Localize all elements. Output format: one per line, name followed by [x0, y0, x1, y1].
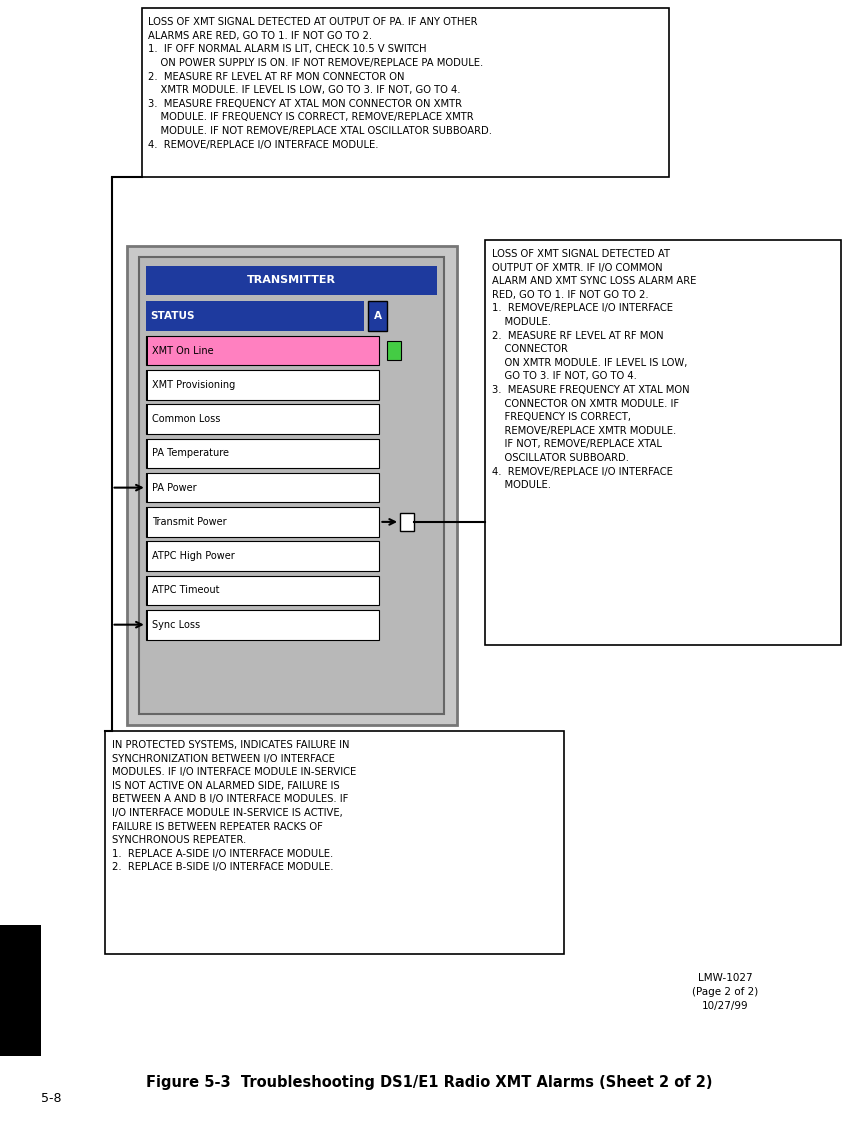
Bar [146, 404, 378, 434]
Bar [146, 266, 437, 295]
Text: LMW-1027
(Page 2 of 2)
10/27/99: LMW-1027 (Page 2 of 2) 10/27/99 [692, 973, 758, 1011]
Bar [368, 301, 387, 331]
Bar [146, 610, 148, 640]
Bar [146, 404, 148, 434]
Bar [139, 257, 444, 714]
Bar [400, 513, 414, 531]
Text: LOSS OF XMT SIGNAL DETECTED AT
OUTPUT OF XMTR. IF I/O COMMON
ALARM AND XMT SYNC : LOSS OF XMT SIGNAL DETECTED AT OUTPUT OF… [492, 249, 696, 490]
Bar [105, 731, 564, 954]
Bar [127, 246, 457, 725]
Bar [146, 439, 378, 468]
Bar [146, 336, 148, 365]
Bar [146, 576, 148, 605]
Text: LOSS OF XMT SIGNAL DETECTED AT OUTPUT OF PA. IF ANY OTHER
ALARMS ARE RED, GO TO : LOSS OF XMT SIGNAL DETECTED AT OUTPUT OF… [148, 17, 492, 150]
Text: 5-8: 5-8 [41, 1092, 62, 1105]
Text: Figure 5-3  Troubleshooting DS1/E1 Radio XMT Alarms (Sheet 2 of 2): Figure 5-3 Troubleshooting DS1/E1 Radio … [146, 1075, 712, 1091]
Bar [146, 507, 378, 537]
Bar [146, 370, 378, 400]
Text: STATUS: STATUS [150, 312, 195, 321]
Bar [146, 541, 378, 571]
Text: A: A [374, 312, 382, 321]
Text: PA Temperature: PA Temperature [152, 449, 229, 458]
Text: ATPC High Power: ATPC High Power [152, 552, 234, 561]
Text: TRANSMITTER: TRANSMITTER [247, 275, 335, 286]
Bar [146, 610, 378, 640]
Bar [146, 507, 148, 537]
Bar [146, 336, 378, 365]
Text: Sync Loss: Sync Loss [152, 620, 200, 629]
Bar [146, 439, 148, 468]
Bar [485, 240, 841, 645]
Bar [142, 8, 669, 177]
Text: Transmit Power: Transmit Power [152, 517, 227, 526]
Text: XMT Provisioning: XMT Provisioning [152, 380, 235, 389]
Bar [146, 370, 148, 400]
Bar [146, 473, 378, 502]
Bar [146, 541, 148, 571]
Text: XMT On Line: XMT On Line [152, 346, 214, 355]
Text: ATPC Timeout: ATPC Timeout [152, 586, 220, 595]
Bar [387, 341, 401, 360]
Text: PA Power: PA Power [152, 483, 196, 492]
Bar [146, 473, 148, 502]
Text: Common Loss: Common Loss [152, 415, 221, 424]
Bar [0, 925, 41, 1056]
Bar [146, 576, 378, 605]
Text: IN PROTECTED SYSTEMS, INDICATES FAILURE IN
SYNCHRONIZATION BETWEEN I/O INTERFACE: IN PROTECTED SYSTEMS, INDICATES FAILURE … [112, 740, 356, 872]
Bar [146, 301, 364, 331]
